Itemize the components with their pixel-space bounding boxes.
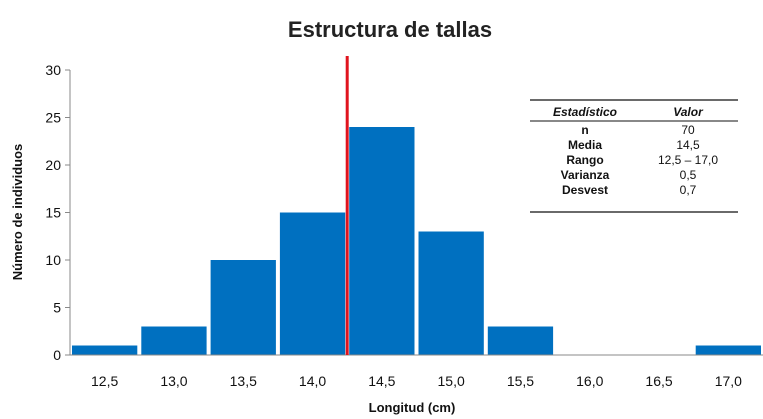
stats-label-desvest: Desvest [562,183,608,197]
x-tick-label-15,5: 15,5 [507,373,534,389]
stats-value-rango: 12,5 – 17,0 [658,153,718,167]
stats-value-n: 70 [681,123,695,137]
stats-label-varianza: Varianza [561,168,610,182]
x-tick-label-14,5: 14,5 [368,373,395,389]
stats-value-varianza: 0,5 [680,168,697,182]
bar-15,0 [418,231,484,355]
y-tick-label-25: 25 [45,110,61,126]
stats-header-value: Valor [673,105,704,119]
x-tick-label-14,0: 14,0 [299,373,326,389]
y-axis-ticks: 0 5 10 15 20 25 30 [45,62,70,363]
stats-label-rango: Rango [566,153,603,167]
y-tick-label-30: 30 [45,62,61,78]
x-tick-label-13,0: 13,0 [160,373,187,389]
stats-value-desvest: 0,7 [680,183,697,197]
stats-table: Estadístico Valor n 70 Media 14,5 Rango 12,5 – … [530,99,738,213]
x-tick-label-13,5: 13,5 [230,373,257,389]
x-tick-label-12,5: 12,5 [91,373,118,389]
stats-label-n: n [581,123,588,137]
x-axis-label: Longitud (cm) [369,400,456,415]
x-axis-ticks: 12,5 13,0 13,5 14,0 14,5 15,0 15,5 16,0 16,5 17,0 [91,373,742,389]
bar-17,0 [695,345,761,355]
y-tick-label-0: 0 [53,347,61,363]
x-tick-label-15,0: 15,0 [438,373,465,389]
stats-header-statistic: Estadístico [553,105,617,119]
y-tick-label-5: 5 [53,300,61,316]
x-tick-label-17,0: 17,0 [715,373,742,389]
stats-value-media: 14,5 [676,138,700,152]
bar-13,0 [141,326,207,355]
chart-title: Estructura de tallas [288,17,492,42]
x-tick-label-16,0: 16,0 [576,373,603,389]
y-tick-label-20: 20 [45,157,61,173]
x-tick-label-16,5: 16,5 [645,373,672,389]
bar-14,5 [349,127,415,355]
bar-13,5 [210,260,276,355]
stats-label-media: Media [568,138,602,152]
bars-group [72,127,761,355]
bar-12,5 [72,345,138,355]
bar-15,5 [487,326,554,355]
y-tick-label-15: 15 [45,205,61,221]
y-axis-label: Número de individuos [10,144,25,281]
bar-14,0 [279,212,346,355]
y-tick-label-10: 10 [45,252,61,268]
